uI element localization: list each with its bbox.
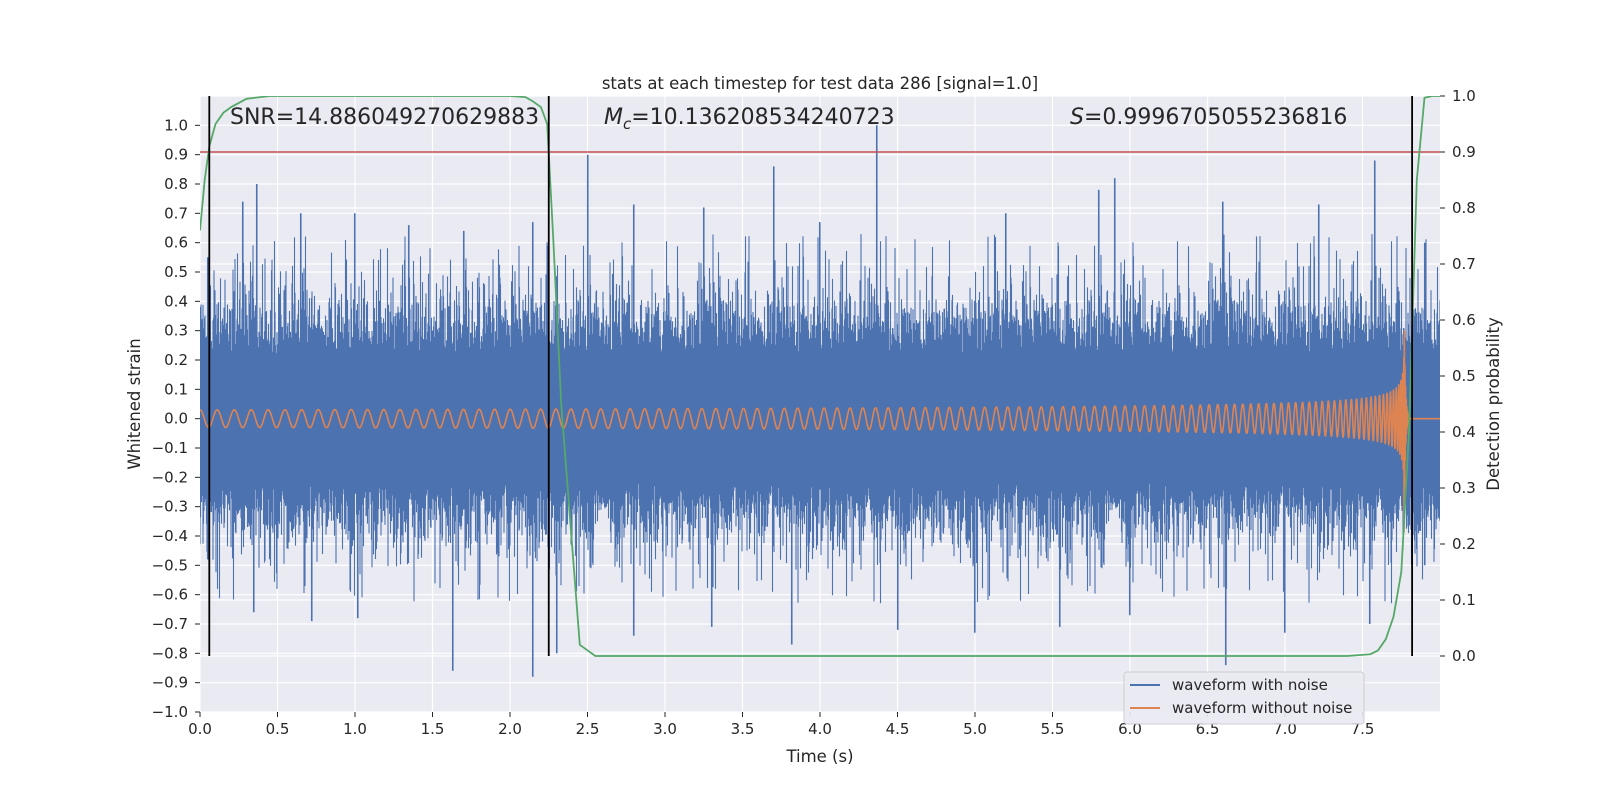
y-right-tick-label: 0.4 — [1452, 423, 1476, 441]
x-tick-label: 0.5 — [266, 720, 290, 738]
legend-label-waveform-with-noise: waveform with noise — [1172, 676, 1328, 694]
y-left-tick-label: 0.6 — [164, 234, 188, 252]
chirp-mass-symbol: M — [604, 105, 623, 130]
overlay-layer: −1.0 −0.9 −0.8 −0.7 −0.6 −0.5 −0.4 −0.3 −0.2 −0.1… — [152, 87, 1476, 738]
y-right-tick-label: 1.0 — [1452, 87, 1476, 105]
y-right-tick-label: 0.9 — [1452, 143, 1476, 161]
x-tick-label: 1.5 — [421, 720, 445, 738]
x-tick-label: 4.0 — [808, 720, 832, 738]
legend-box — [1123, 671, 1365, 725]
x-tick-label: 0.0 — [188, 720, 212, 738]
y-left-tick-label: −0.1 — [152, 439, 188, 457]
x-tick-label: 2.0 — [498, 720, 522, 738]
y-left-tick-label: −0.8 — [152, 644, 188, 662]
score-value: =0.9996705055236816 — [1084, 105, 1347, 130]
y-left-tick-label: 0.9 — [164, 146, 188, 164]
x-tick-label: 3.0 — [653, 720, 677, 738]
y-left-tick-label: 0.5 — [164, 263, 188, 281]
y-right-tick-label: 0.1 — [1452, 591, 1476, 609]
y-left-tick-label: 0.1 — [164, 380, 188, 398]
y-left-tick-label: −0.6 — [152, 586, 188, 604]
y-right-tick-label: 0.3 — [1452, 479, 1476, 497]
y-left-tick-label: −0.2 — [152, 468, 188, 486]
y-right-tick-label: 0.2 — [1452, 535, 1476, 553]
score-annotation: S=0.9996705055236816 — [1070, 105, 1347, 130]
y-right-tick-label: 0.8 — [1452, 199, 1476, 217]
y-right-tick-label: 0.0 — [1452, 647, 1476, 665]
snr-annotation: SNR=14.886049270629883 — [230, 105, 539, 130]
chart-title: stats at each timestep for test data 286… — [602, 74, 1038, 93]
x-axis-title: Time (s) — [785, 747, 853, 766]
chirp-mass-subscript: c — [623, 115, 632, 133]
legend-label-waveform-without-noise: waveform without noise — [1172, 699, 1352, 717]
y-left-tick-label: 0.3 — [164, 322, 188, 340]
y-left-tick-label: −0.4 — [152, 527, 188, 545]
y-left-tick-label: 0.8 — [164, 175, 188, 193]
y-left-tick-label: 0.0 — [164, 410, 188, 428]
chirp-mass-annotation: Mc=10.136208534240723 — [604, 105, 895, 133]
x-tick-label: 5.5 — [1041, 720, 1065, 738]
y-left-tick-label: 0.4 — [164, 292, 188, 310]
x-tick-label: 3.5 — [731, 720, 755, 738]
y-left-tick-label: −0.7 — [152, 615, 188, 633]
series-waveform-without-noise — [200, 329, 1440, 533]
y-axis-left-title: Whitened strain — [125, 338, 144, 469]
y-left-tick-label: 1.0 — [164, 116, 188, 134]
chirp-mass-value: =10.136208534240723 — [631, 105, 894, 130]
y-left-tick-label: 0.2 — [164, 351, 188, 369]
series-detection-probability — [200, 96, 1440, 657]
y-left-tick-label: −0.3 — [152, 498, 188, 516]
legend: waveform with noise waveform without noi… — [1123, 671, 1365, 725]
y-left-tick-label: −1.0 — [152, 703, 188, 721]
x-tick-label: 1.0 — [343, 720, 367, 738]
y-right-tick-label: 0.5 — [1452, 367, 1476, 385]
x-tick-label: 4.5 — [886, 720, 910, 738]
plot-layer — [200, 96, 1440, 677]
y-left-tick-label: −0.9 — [152, 674, 188, 692]
x-tick-label: 5.0 — [963, 720, 987, 738]
y-left-tick-label: −0.5 — [152, 556, 188, 574]
y-left-tick-label: 0.7 — [164, 204, 188, 222]
y-axis-right-title: Detection probability — [1484, 317, 1503, 491]
y-right-tick-label: 0.7 — [1452, 255, 1476, 273]
score-symbol: S — [1070, 105, 1084, 130]
y-right-tick-label: 0.6 — [1452, 311, 1476, 329]
x-tick-label: 2.5 — [576, 720, 600, 738]
